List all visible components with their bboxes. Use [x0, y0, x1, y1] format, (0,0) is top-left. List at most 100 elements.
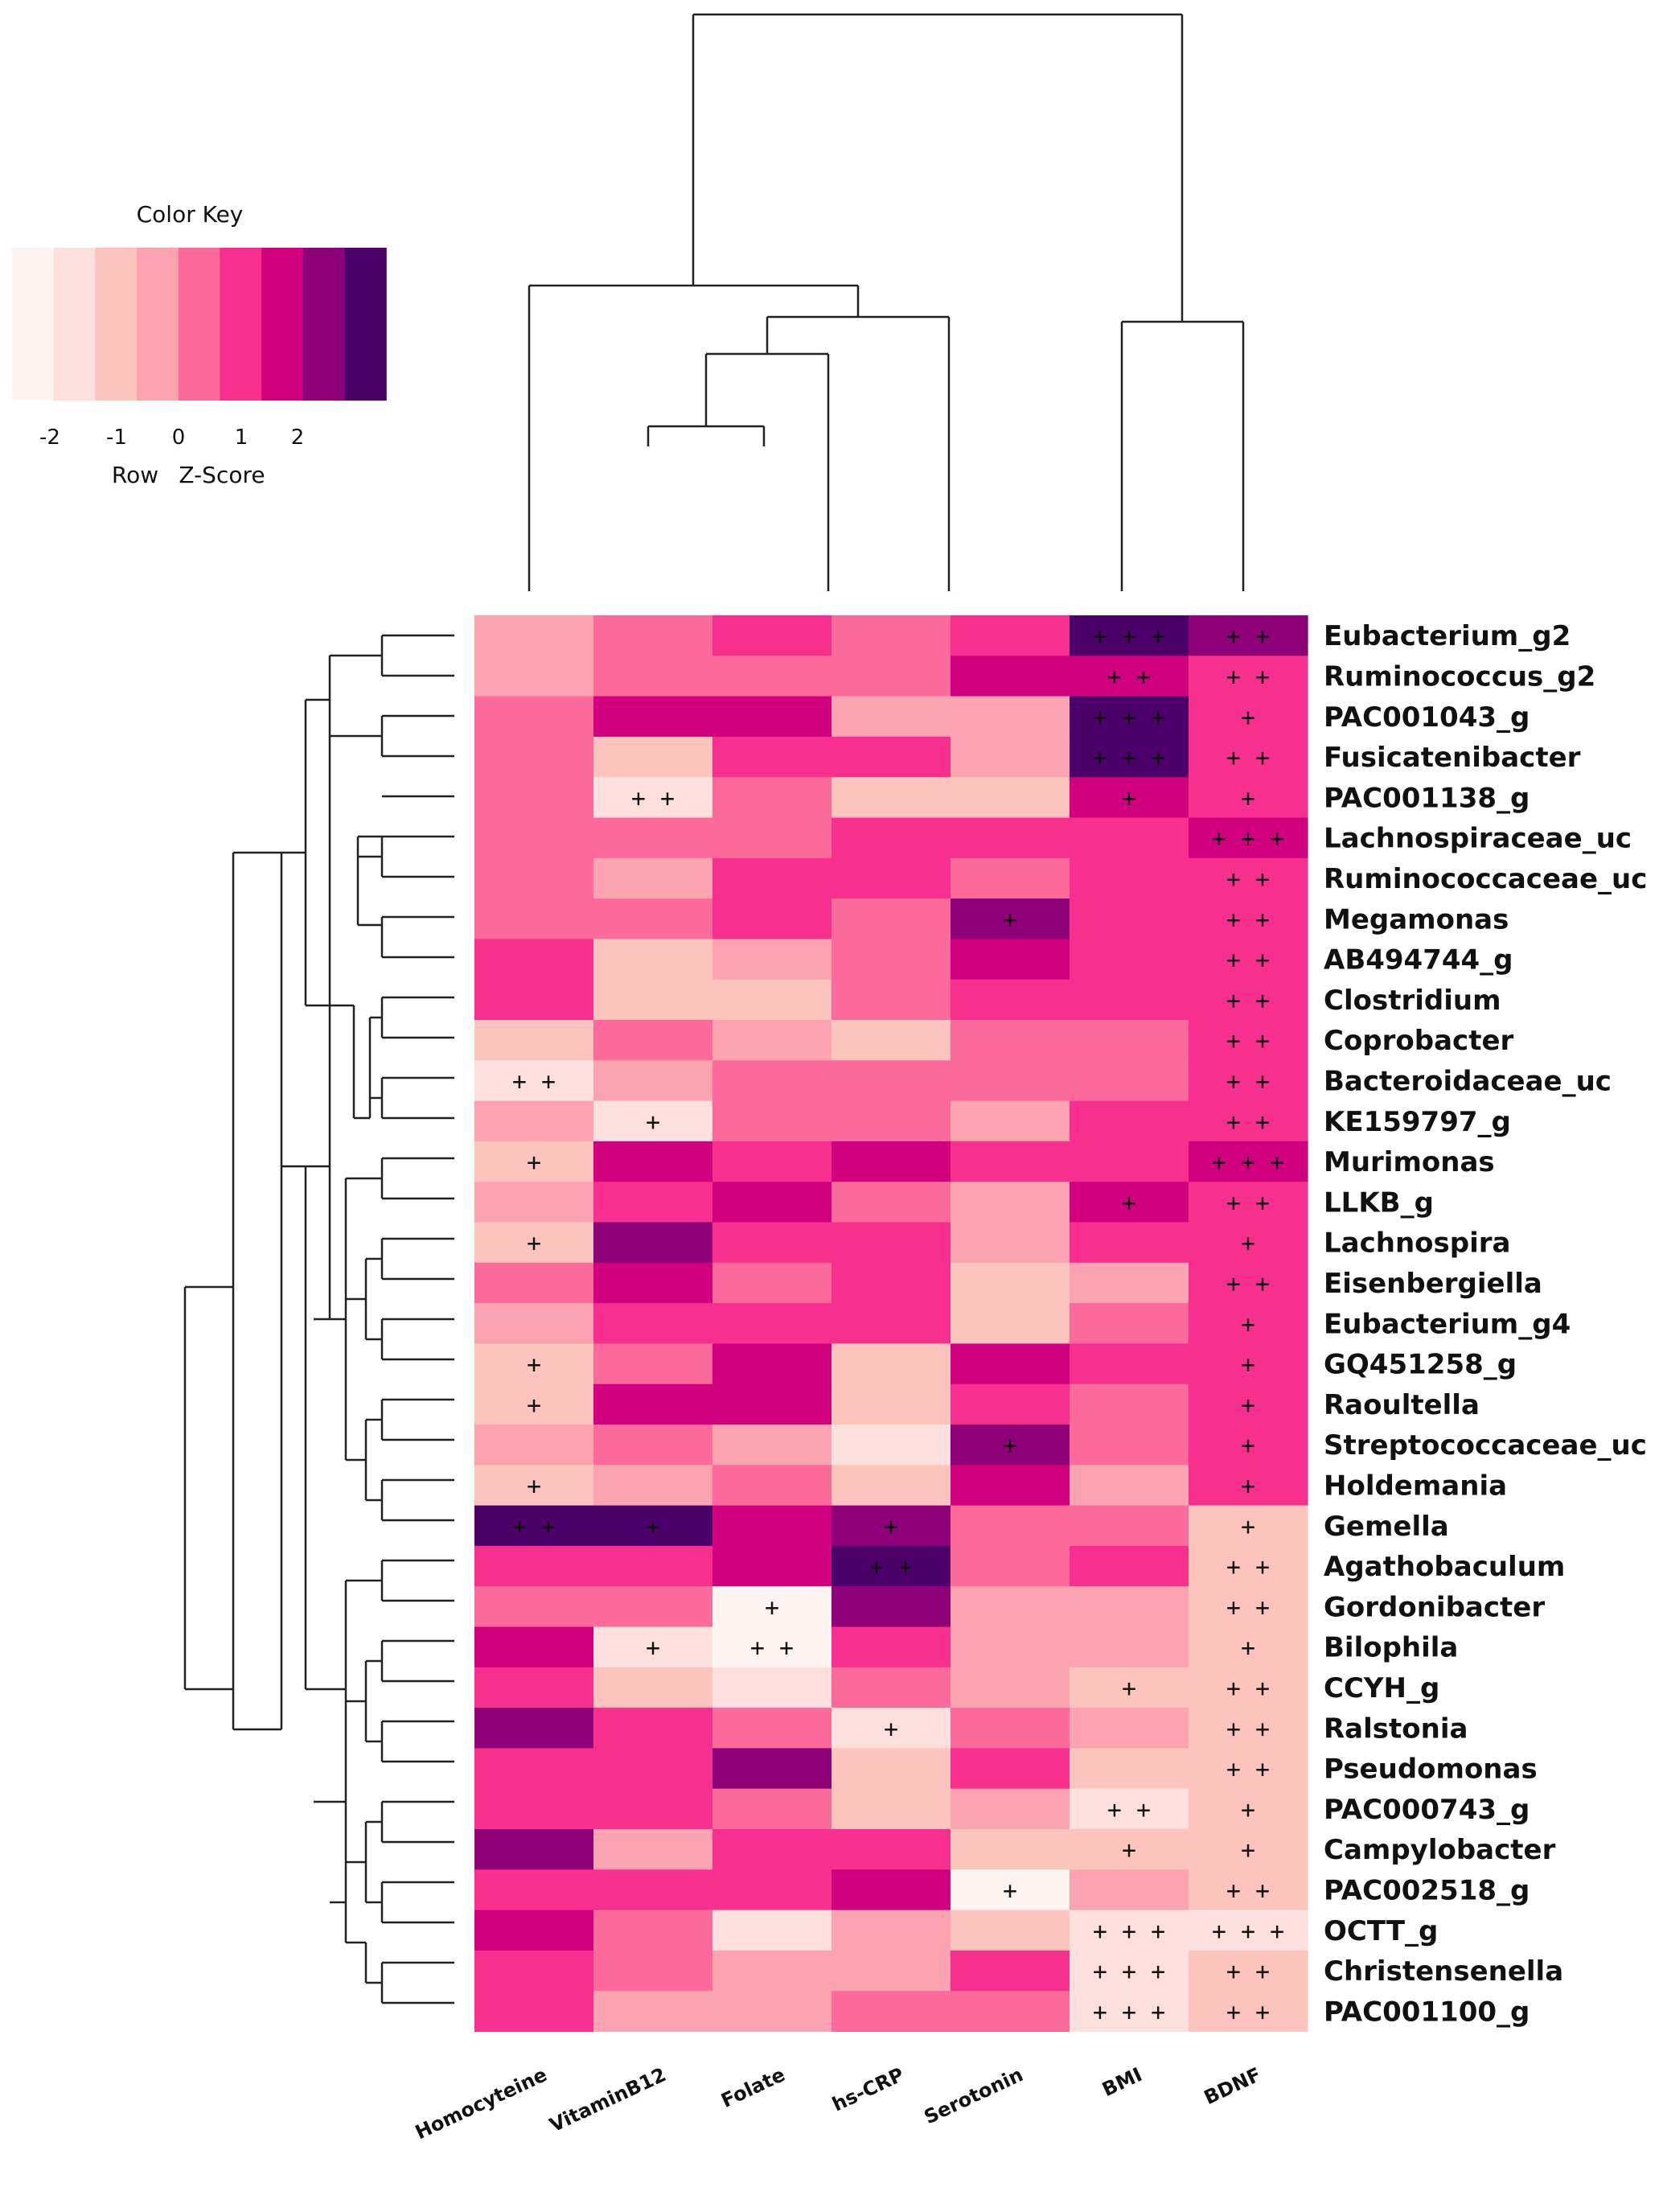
heatmap-cell [712, 1303, 832, 1344]
significance-mark: + + [512, 1067, 556, 1096]
heatmap-cell [832, 1020, 951, 1061]
significance-mark: + [1122, 1675, 1136, 1703]
heatmap-cell [951, 1141, 1070, 1182]
heatmap-cell [593, 1505, 713, 1547]
heatmap-cell [1070, 1586, 1189, 1628]
row-label: Murimonas [1324, 1146, 1495, 1178]
heatmap-cell [1189, 1708, 1308, 1749]
heatmap-cell [593, 1060, 713, 1102]
heatmap-cell [951, 1748, 1070, 1790]
heatmap-cell [712, 898, 832, 939]
heatmap-cell [1070, 1100, 1189, 1142]
significance-mark: + + [1226, 1067, 1270, 1096]
heatmap-cell [474, 1303, 594, 1344]
heatmap-cell [951, 1505, 1070, 1547]
column-label: Folate [717, 2063, 788, 2112]
heatmap-cell [1189, 696, 1308, 738]
heatmap-cell [474, 1505, 594, 1547]
heatmap-cell [593, 1100, 713, 1142]
heatmap-cell [1070, 1465, 1189, 1507]
row-dendrogram [183, 634, 454, 2004]
color-key-tick-label: 2 [291, 426, 305, 450]
significance-mark: + + [631, 784, 675, 812]
significance-mark: + + [1226, 1958, 1270, 1986]
color-key-zscore-label: Z-Score [179, 462, 265, 488]
heatmap-cell [1070, 857, 1189, 899]
significance-mark: + + [1226, 1593, 1270, 1622]
heatmap-cell [474, 857, 594, 899]
heatmap-cell [712, 1991, 832, 2033]
heatmap-cell [951, 1303, 1070, 1344]
heatmap-cell [1070, 1869, 1189, 1911]
heatmap-cell [474, 1545, 594, 1587]
heatmap-cell [1189, 1384, 1308, 1425]
heatmap-cells [474, 615, 1308, 2033]
heatmap-cell [1189, 1141, 1308, 1182]
heatmap-cell [474, 1829, 594, 1870]
heatmap-cell [474, 1141, 594, 1182]
heatmap-cell [1070, 615, 1189, 656]
heatmap-cell [474, 1626, 594, 1668]
column-label: hs-CRP [829, 2063, 908, 2116]
heatmap-cell [474, 1262, 594, 1304]
heatmap-cell [832, 1708, 951, 1749]
heatmap-cell [1189, 1626, 1308, 1668]
heatmap-cell [951, 1425, 1070, 1466]
heatmap-cell [1189, 736, 1308, 778]
heatmap-cell [474, 1020, 594, 1061]
color-key-swatch [261, 248, 304, 401]
heatmap-cell [1070, 1708, 1189, 1749]
heatmap-cell [593, 1829, 713, 1870]
heatmap-cell [1070, 939, 1189, 981]
row-label: Ruminococcus_g2 [1324, 660, 1595, 693]
heatmap-cell [832, 1222, 951, 1264]
color-key-swatch [12, 248, 55, 401]
significance-mark: + [1241, 704, 1255, 732]
heatmap-cell [832, 1465, 951, 1507]
heatmap-cell [712, 1425, 832, 1466]
heatmap-cell [474, 1465, 594, 1507]
heatmap-cell [832, 1586, 951, 1628]
heatmap-cell [832, 1505, 951, 1547]
column-dendrogram-tree [528, 13, 1245, 591]
row-label: PAC002518_g [1324, 1874, 1530, 1906]
row-label: Megamonas [1324, 903, 1509, 935]
heatmap-cell [1070, 696, 1189, 738]
heatmap-cell [1070, 1788, 1189, 1830]
heatmap-cell [712, 857, 832, 899]
row-label: Eisenbergiella [1324, 1268, 1542, 1300]
heatmap-cell [593, 1262, 713, 1304]
heatmap-cell [593, 1425, 713, 1466]
heatmap-cell [593, 777, 713, 819]
heatmap-cell [1070, 1425, 1189, 1466]
heatmap-cell [1189, 615, 1308, 656]
heatmap-cell [832, 1991, 951, 2033]
heatmap-cell [1189, 1545, 1308, 1587]
heatmap-cell [951, 1829, 1070, 1870]
heatmap-cell [593, 615, 713, 656]
heatmap-cell [1189, 1748, 1308, 1790]
significance-mark: + + [1226, 1027, 1270, 1055]
row-label: KE159797_g [1324, 1106, 1511, 1138]
heatmap-cell [832, 1182, 951, 1223]
heatmap-cell [474, 1667, 594, 1708]
heatmap-cell [474, 939, 594, 981]
heatmap-cell [951, 777, 1070, 819]
significance-mark: + [527, 1392, 541, 1420]
heatmap-cell [1189, 1020, 1308, 1061]
significance-mark: + [527, 1472, 541, 1500]
heatmap-cell [474, 1586, 594, 1628]
row-label: Ruminococcaceae_uc [1324, 863, 1647, 895]
significance-mark: + [1241, 1634, 1255, 1663]
heatmap-cell [1189, 939, 1308, 981]
heatmap-cell [593, 1869, 713, 1911]
row-label: Raoultella [1324, 1389, 1480, 1421]
heatmap-cell [474, 1788, 594, 1830]
significance-mark: + [1241, 1432, 1255, 1460]
heatmap-cell [1189, 1303, 1308, 1344]
significance-mark: + [1241, 1796, 1255, 1824]
row-label: Fusicatenibacter [1324, 742, 1581, 774]
heatmap-cell [1189, 817, 1308, 859]
heatmap-cell [712, 615, 832, 656]
heatmap-cell [593, 1910, 713, 1951]
